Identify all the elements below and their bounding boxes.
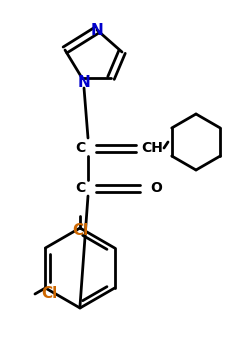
Text: Cl: Cl — [72, 223, 88, 237]
Text: O: O — [150, 181, 162, 195]
Text: CH: CH — [141, 141, 163, 155]
Text: N: N — [78, 75, 90, 89]
Text: N: N — [91, 22, 103, 38]
Text: Cl: Cl — [41, 286, 57, 302]
Text: C: C — [75, 141, 85, 155]
Text: C: C — [75, 181, 85, 195]
